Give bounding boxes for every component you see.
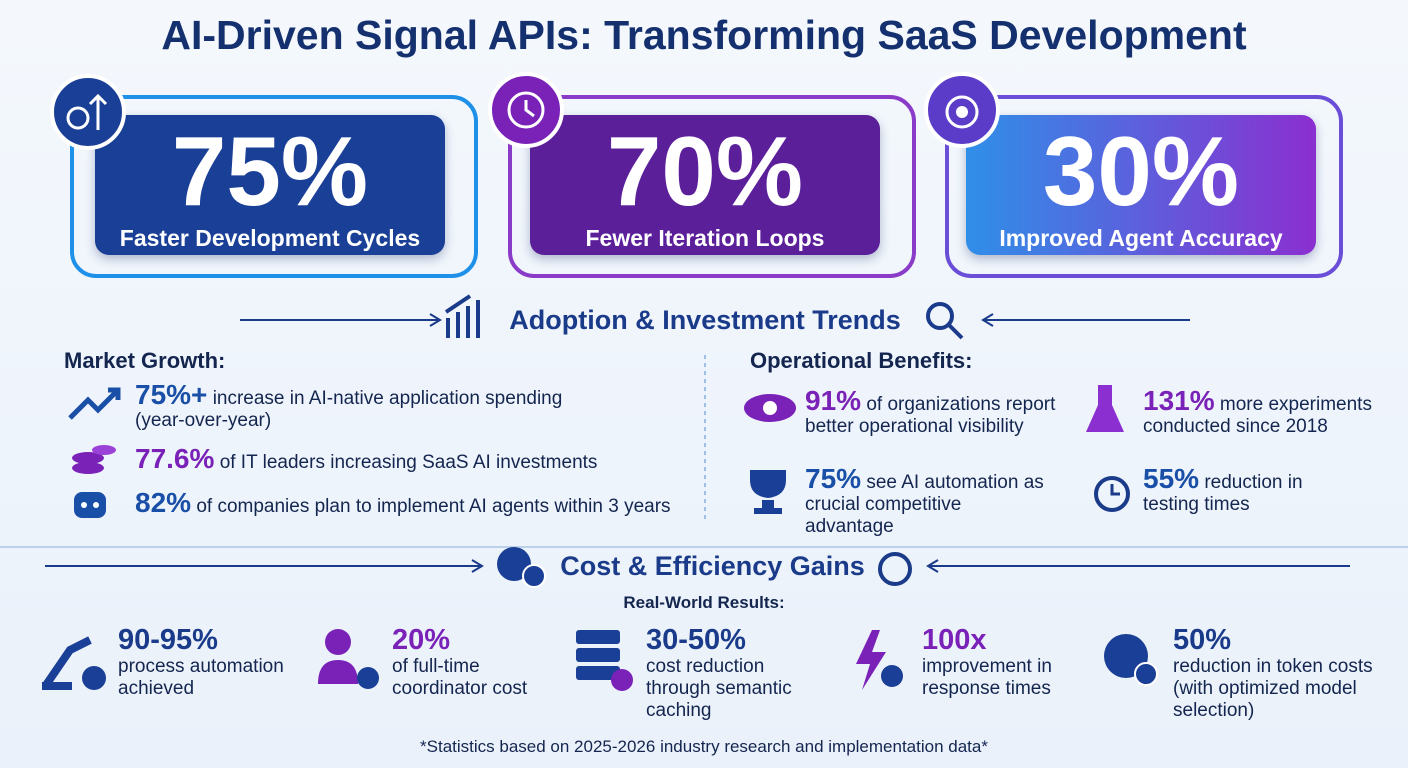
stat-text: reduction in testing times: [1143, 472, 1303, 515]
hero-stat: 30%: [1042, 116, 1240, 226]
stat-text: of organizations report better operation…: [805, 394, 1056, 437]
stat-text: more experiments conducted since 2018: [1143, 394, 1372, 437]
stat: 30-50%: [646, 624, 746, 656]
stat-text: see AI automation as crucial competitive…: [805, 472, 1044, 537]
result-item: 30-50% cost reduction through semantic ca…: [646, 624, 816, 722]
stat: 82%: [135, 487, 192, 518]
stat-text: of companies plan to implement AI agents…: [196, 496, 671, 517]
stat: 100x: [922, 624, 987, 656]
stat: 90-95%: [118, 624, 218, 656]
stat-text: of IT leaders increasing SaaS AI investm…: [219, 452, 598, 473]
hero-card: 30% Improved Agent Accuracy: [966, 115, 1316, 255]
stat: 77.6%: [135, 443, 215, 474]
column-heading: Market Growth:: [64, 348, 226, 373]
hero-card: 75% Faster Development Cycles: [95, 115, 445, 255]
stat-item: 77.6% of IT leaders increasing SaaS AI i…: [135, 445, 695, 474]
hero-stat: 70%: [606, 116, 804, 226]
stat: 50%: [1173, 624, 1232, 656]
frame: [508, 95, 916, 278]
stat-item: 75% see AI automation as crucial competi…: [805, 465, 1045, 538]
title: AI-Driven Signal APIs: Transforming SaaS…: [161, 12, 1247, 58]
footnote: *Statistics based on 2025-2026 industry …: [420, 737, 988, 756]
stat-text: of full-time coordinator cost: [392, 656, 528, 699]
frame: [945, 95, 1343, 278]
stat-item: 55% reduction in testing times: [1143, 465, 1343, 516]
stat-item: 75%+ increase in AI-native application s…: [135, 381, 605, 432]
stat-text: process automation achieved: [118, 656, 284, 699]
section-icons: [444, 294, 964, 588]
section-heading: Cost & Efficiency Gains: [560, 551, 865, 581]
stat: 131%: [1143, 385, 1215, 416]
stat: 91%: [805, 385, 862, 416]
stat-text: reduction in token costs (with optimized…: [1173, 656, 1373, 721]
section-heading: Adoption & Investment Trends: [509, 305, 901, 335]
stat-text: increase in AI-native application spendi…: [135, 388, 563, 431]
result-item: 100x improvement in response times: [922, 624, 1072, 700]
stat-item: 82% of companies plan to implement AI ag…: [135, 489, 705, 518]
hero-card: 70% Fewer Iteration Loops: [530, 115, 880, 255]
item-icons: [42, 385, 1158, 691]
hero-icons: [50, 72, 1000, 150]
result-item: 20% of full-time coordinator cost: [392, 624, 562, 700]
frame: [70, 95, 478, 278]
stat-text: improvement in response times: [922, 656, 1052, 699]
stat-item: 131% more experiments conducted since 20…: [1143, 387, 1383, 438]
subheading: Real-World Results:: [623, 593, 785, 612]
section-rules: [0, 313, 1408, 573]
stat: 20%: [392, 624, 451, 656]
stat: 55%: [1143, 463, 1200, 494]
stat-text: cost reduction through semantic caching: [646, 656, 792, 721]
column-heading: Operational Benefits:: [750, 348, 973, 373]
hero-label: Improved Agent Accuracy: [999, 225, 1283, 251]
result-item: 50% reduction in token costs (with optimi…: [1173, 624, 1373, 722]
hero-stat: 75%: [171, 116, 369, 226]
stat-item: 91% of organizations report better opera…: [805, 387, 1080, 438]
stat: 75%: [805, 463, 862, 494]
hero-label: Faster Development Cycles: [119, 225, 421, 251]
result-item: 90-95% process automation achieved: [118, 624, 308, 700]
stat: 75%+: [135, 379, 208, 410]
hero-label: Fewer Iteration Loops: [585, 225, 825, 251]
